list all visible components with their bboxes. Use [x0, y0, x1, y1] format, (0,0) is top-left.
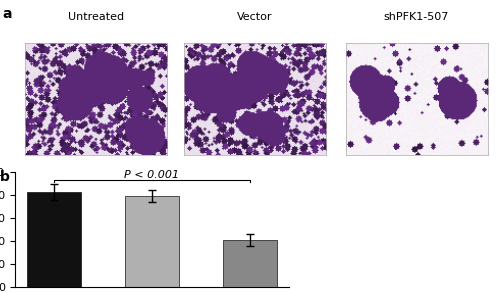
Text: a: a	[2, 7, 12, 21]
Text: Untreated: Untreated	[68, 12, 124, 22]
Text: Vector: Vector	[237, 12, 272, 22]
Text: shPFK1-507: shPFK1-507	[384, 12, 450, 22]
Text: b: b	[0, 170, 10, 184]
